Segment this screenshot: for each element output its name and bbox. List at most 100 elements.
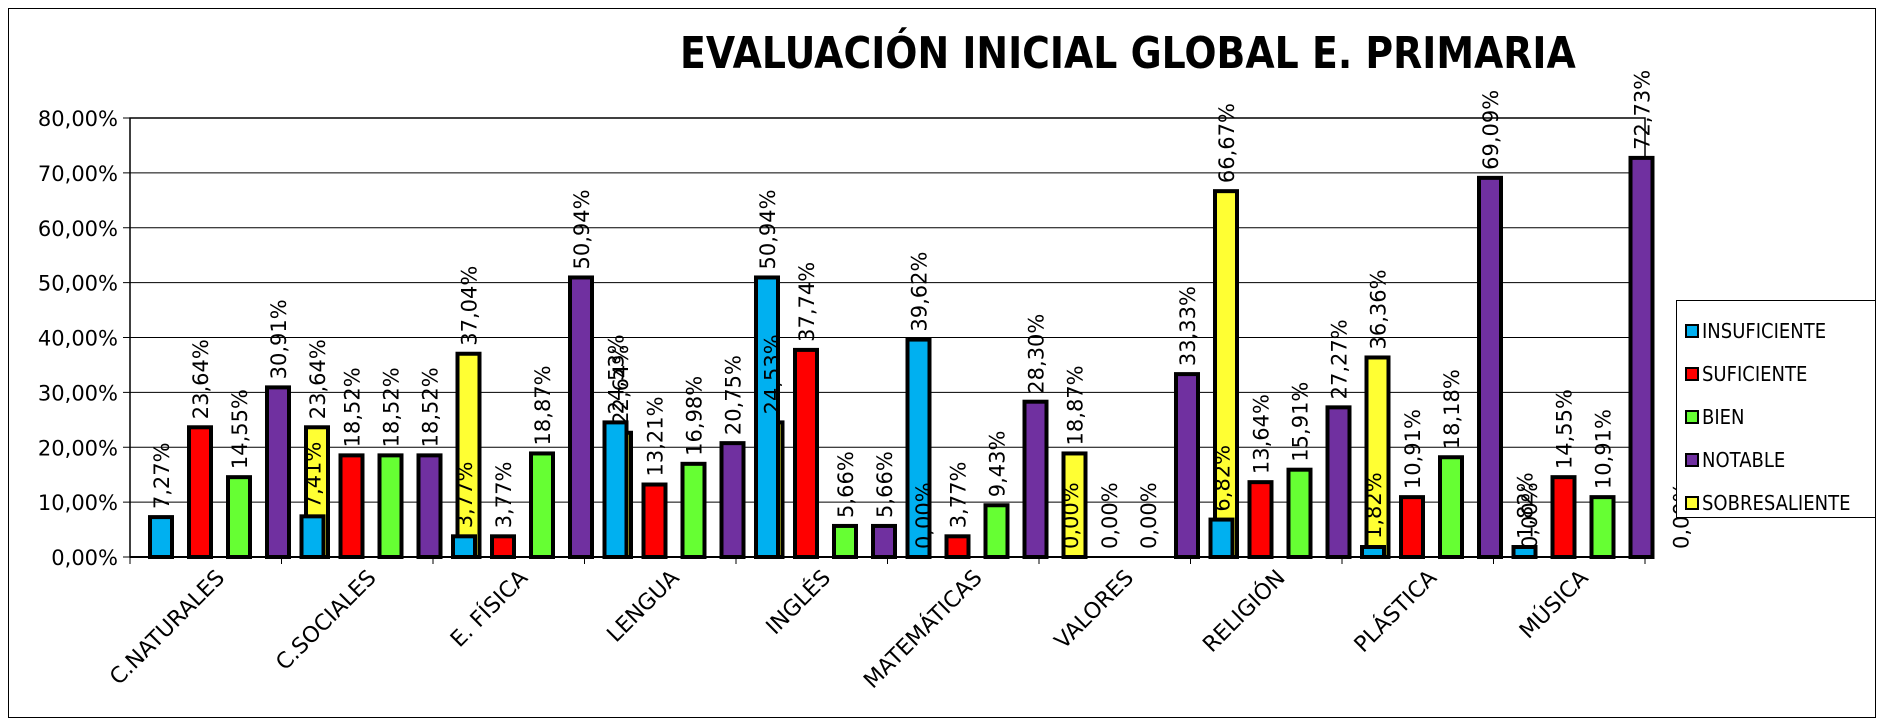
x-category-label: LENGUA xyxy=(603,566,685,648)
bar-c-sociales-insuficiente xyxy=(299,514,326,560)
x-category-label: MATEMÁTICAS xyxy=(859,565,988,694)
bar-c-sociales-suficiente xyxy=(338,453,365,559)
bar-matematicas-notable xyxy=(1022,399,1049,559)
bar-musica-bien xyxy=(1589,495,1616,560)
legend-swatch xyxy=(1685,409,1699,424)
data-label-religion-suficiente: 13,64% xyxy=(1250,394,1274,474)
legend-swatch xyxy=(1685,366,1699,381)
legend-swatch xyxy=(1685,452,1699,467)
x-category-label: INGLÉS xyxy=(761,565,836,640)
x-category-label: E. FÍSICA xyxy=(445,565,533,653)
data-label-religion-insuficiente: 6,82% xyxy=(1211,445,1235,512)
bar-plastica-notable xyxy=(1477,175,1503,559)
y-tick-label: 0,00% xyxy=(51,546,118,570)
data-label-plastica-notable: 69,09% xyxy=(1479,90,1503,170)
data-label-musica-suficiente: 14,55% xyxy=(1553,389,1577,469)
legend-label: NOTABLE xyxy=(1702,447,1786,472)
bar-plastica-suficiente xyxy=(1399,495,1425,560)
bar-lengua-notable xyxy=(719,441,746,559)
data-label-e-fisica-insuficiente: 3,77% xyxy=(453,462,477,529)
chart-title: EVALUACIÓN INICIAL GLOBAL E. PRIMARIA xyxy=(680,28,1576,79)
legend-item-bien: BIEN xyxy=(1685,395,1875,438)
data-label-ingles-sobresaliente: 0,00% xyxy=(912,482,936,549)
data-label-ingles-bien: 5,66% xyxy=(834,451,858,518)
data-label-matematicas-sobresaliente: 18,87% xyxy=(1064,365,1088,445)
chart-legend: INSUFICIENTE SUFICIENTE BIEN NOTABLE SOBRESA… xyxy=(1676,300,1876,518)
y-tick-label: 30,00% xyxy=(38,381,118,405)
data-label-e-fisica-sobresaliente: 22,64% xyxy=(609,345,633,425)
legend-swatch xyxy=(1685,323,1699,338)
data-label-musica-insuficiente: 1,82% xyxy=(1514,472,1538,539)
bar-c-naturales-bien xyxy=(226,475,252,559)
bar-lengua-insuficiente xyxy=(602,420,629,559)
legend-item-insuficiente: INSUFICIENTE xyxy=(1685,309,1875,352)
data-label-c-naturales-bien: 14,55% xyxy=(228,389,252,469)
data-label-c-naturales-insuficiente: 7,27% xyxy=(150,442,174,509)
legend-swatch xyxy=(1685,495,1699,510)
legend-label: INSUFICIENTE xyxy=(1702,318,1827,343)
x-category-label: PLÁSTICA xyxy=(1349,565,1442,658)
data-label-valores-notable: 33,33% xyxy=(1176,286,1200,366)
bar-c-naturales-insuficiente xyxy=(148,515,174,560)
bars-layer xyxy=(148,155,1655,560)
data-label-plastica-insuficiente: 1,82% xyxy=(1362,472,1386,539)
bar-ingles-notable xyxy=(871,523,897,559)
legend-label: BIEN xyxy=(1702,404,1745,429)
bar-ingles-suficiente xyxy=(793,347,819,560)
y-tick-label: 20,00% xyxy=(38,436,118,460)
x-category-label: MÚSICA xyxy=(1514,565,1593,644)
data-label-musica-bien: 10,91% xyxy=(1592,409,1616,489)
data-label-c-sociales-bien: 18,52% xyxy=(380,367,404,447)
data-label-ingles-notable: 5,66% xyxy=(873,451,897,518)
data-label-plastica-sobresaliente: 0,00% xyxy=(1518,482,1542,549)
data-label-e-fisica-bien: 18,87% xyxy=(531,365,555,445)
bar-matematicas-bien xyxy=(983,503,1010,559)
bar-c-naturales-notable xyxy=(265,385,291,559)
bar-religion-suficiente xyxy=(1247,480,1274,560)
data-label-ingles-insuficiente: 50,94% xyxy=(756,189,780,269)
data-label-c-sociales-sobresaliente: 37,04% xyxy=(458,266,482,346)
data-label-lengua-suficiente: 13,21% xyxy=(644,396,668,476)
bar-matematicas-suficiente xyxy=(944,534,971,560)
y-tick-label: 10,00% xyxy=(38,491,118,515)
data-label-matematicas-insuficiente: 39,62% xyxy=(908,252,932,332)
x-category-label: RELIGIÓN xyxy=(1198,565,1291,658)
data-label-ingles-suficiente: 37,74% xyxy=(795,262,819,342)
bar-valores-notable xyxy=(1174,372,1200,559)
data-label-c-naturales-sobresaliente: 23,64% xyxy=(306,339,330,419)
bar-e-fisica-suficiente xyxy=(490,534,516,560)
data-label-c-sociales-notable: 18,52% xyxy=(419,367,443,447)
data-label-plastica-suficiente: 10,91% xyxy=(1401,409,1425,489)
data-label-musica-notable: 72,73% xyxy=(1631,70,1655,150)
x-category-label: VALORES xyxy=(1050,566,1139,655)
legend-item-notable: NOTABLE xyxy=(1685,438,1875,481)
data-label-matematicas-bien: 9,43% xyxy=(986,431,1010,498)
bar-c-sociales-bien xyxy=(377,453,404,559)
data-label-e-fisica-notable: 50,94% xyxy=(570,189,594,269)
data-label-e-fisica-suficiente: 3,77% xyxy=(492,462,516,529)
data-label-c-sociales-insuficiente: 7,41% xyxy=(302,442,326,509)
data-label-lengua-sobresaliente: 24,53% xyxy=(761,334,785,414)
y-tick-label: 40,00% xyxy=(38,327,118,351)
bar-e-fisica-insuficiente xyxy=(451,534,477,560)
bar-religion-insuficiente xyxy=(1208,517,1235,560)
data-label-valores-insuficiente: 0,00% xyxy=(1059,482,1083,549)
bar-c-naturales-suficiente xyxy=(187,425,213,560)
bar-e-fisica-notable xyxy=(568,275,594,559)
legend-label: SUFICIENTE xyxy=(1702,361,1808,386)
y-tick-label: 80,00% xyxy=(38,107,118,131)
bar-musica-notable xyxy=(1628,155,1655,559)
x-category-label: C.NATURALES xyxy=(105,566,230,691)
bar-plastica-bien xyxy=(1438,455,1464,559)
data-label-c-naturales-notable: 30,91% xyxy=(267,299,291,379)
legend-label: SOBRESALIENTE xyxy=(1702,490,1851,515)
data-label-religion-notable: 27,27% xyxy=(1328,319,1352,399)
chart-frame xyxy=(8,8,1876,718)
y-tick-label: 50,00% xyxy=(38,272,118,296)
bar-e-fisica-bien xyxy=(529,451,555,559)
data-label-religion-sobresaliente: 36,36% xyxy=(1367,269,1391,349)
bar-plastica-insuficiente xyxy=(1360,545,1386,560)
data-label-valores-sobresaliente: 66,67% xyxy=(1215,103,1239,183)
legend-item-suficiente: SUFICIENTE xyxy=(1685,352,1875,395)
